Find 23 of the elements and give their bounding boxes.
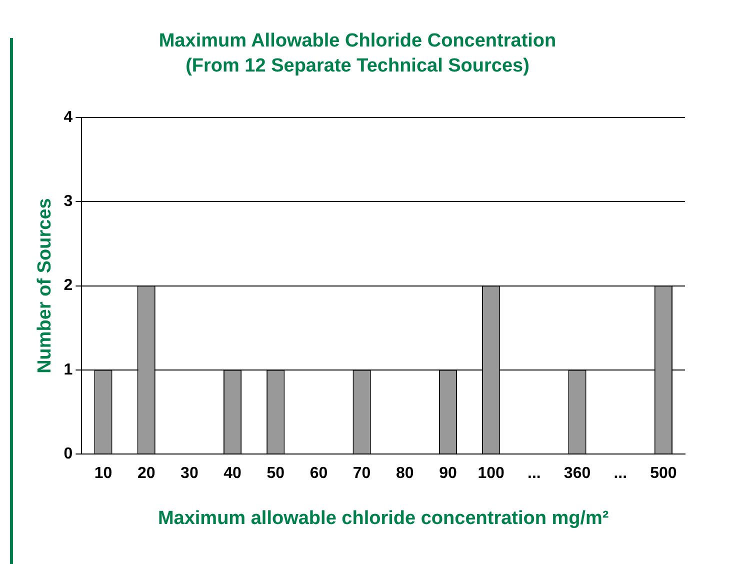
y-tick-label: 0 bbox=[64, 445, 73, 462]
x-tick-label: 10 bbox=[94, 465, 112, 482]
x-tick-label: 80 bbox=[396, 465, 414, 482]
x-tick-label: ... bbox=[614, 465, 628, 482]
y-tick-label: 1 bbox=[64, 361, 73, 378]
x-tick-label: 20 bbox=[137, 465, 156, 482]
x-tick-label: 70 bbox=[352, 465, 371, 482]
x-tick-label: 60 bbox=[310, 465, 328, 482]
x-tick-label: 500 bbox=[650, 465, 677, 482]
y-axis-title: Number of Sources bbox=[34, 198, 56, 374]
x-tick-label: 30 bbox=[180, 465, 198, 482]
x-axis-title: Maximum allowable chloride concentration mg/m² bbox=[158, 508, 609, 529]
y-tick-label: 4 bbox=[64, 109, 73, 126]
y-tick-label: 2 bbox=[64, 277, 73, 294]
x-tick-label: 360 bbox=[564, 465, 591, 482]
x-tick-label: 40 bbox=[224, 465, 242, 482]
y-tick-label: 3 bbox=[64, 193, 73, 210]
x-tick-label: 90 bbox=[439, 465, 457, 482]
x-tick-label: 100 bbox=[478, 465, 505, 482]
chart-subtitle: (From 12 Separate Technical Sources) bbox=[186, 55, 530, 76]
chart-title: Maximum Allowable Chloride Concentration bbox=[158, 30, 556, 52]
x-tick-label: 50 bbox=[266, 465, 285, 482]
x-tick-label: ... bbox=[528, 465, 541, 482]
